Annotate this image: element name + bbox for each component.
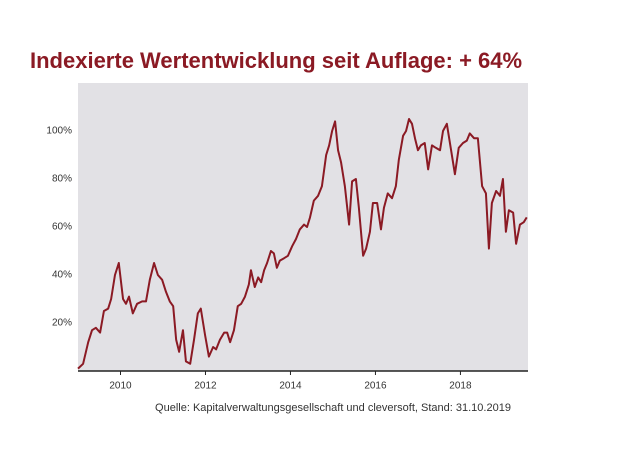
y-tick-label: 20% — [52, 318, 72, 329]
y-tick-label: 100% — [46, 126, 72, 137]
x-tick-label: 2010 — [109, 381, 132, 392]
x-tick-label: 2014 — [279, 381, 302, 392]
source-note: Quelle: Kapitalverwaltungsgesellschaft u… — [155, 402, 511, 414]
x-tick-label: 2016 — [364, 381, 387, 392]
y-tick-label: 40% — [52, 270, 72, 281]
y-tick-label: 60% — [52, 222, 72, 233]
data-line — [77, 118, 528, 370]
y-tick-label: 80% — [52, 174, 72, 185]
x-tick-label: 2012 — [194, 381, 217, 392]
chart-title: Indexierte Wertentwicklung seit Auflage:… — [30, 48, 522, 73]
x-tick-label: 2018 — [449, 381, 472, 392]
